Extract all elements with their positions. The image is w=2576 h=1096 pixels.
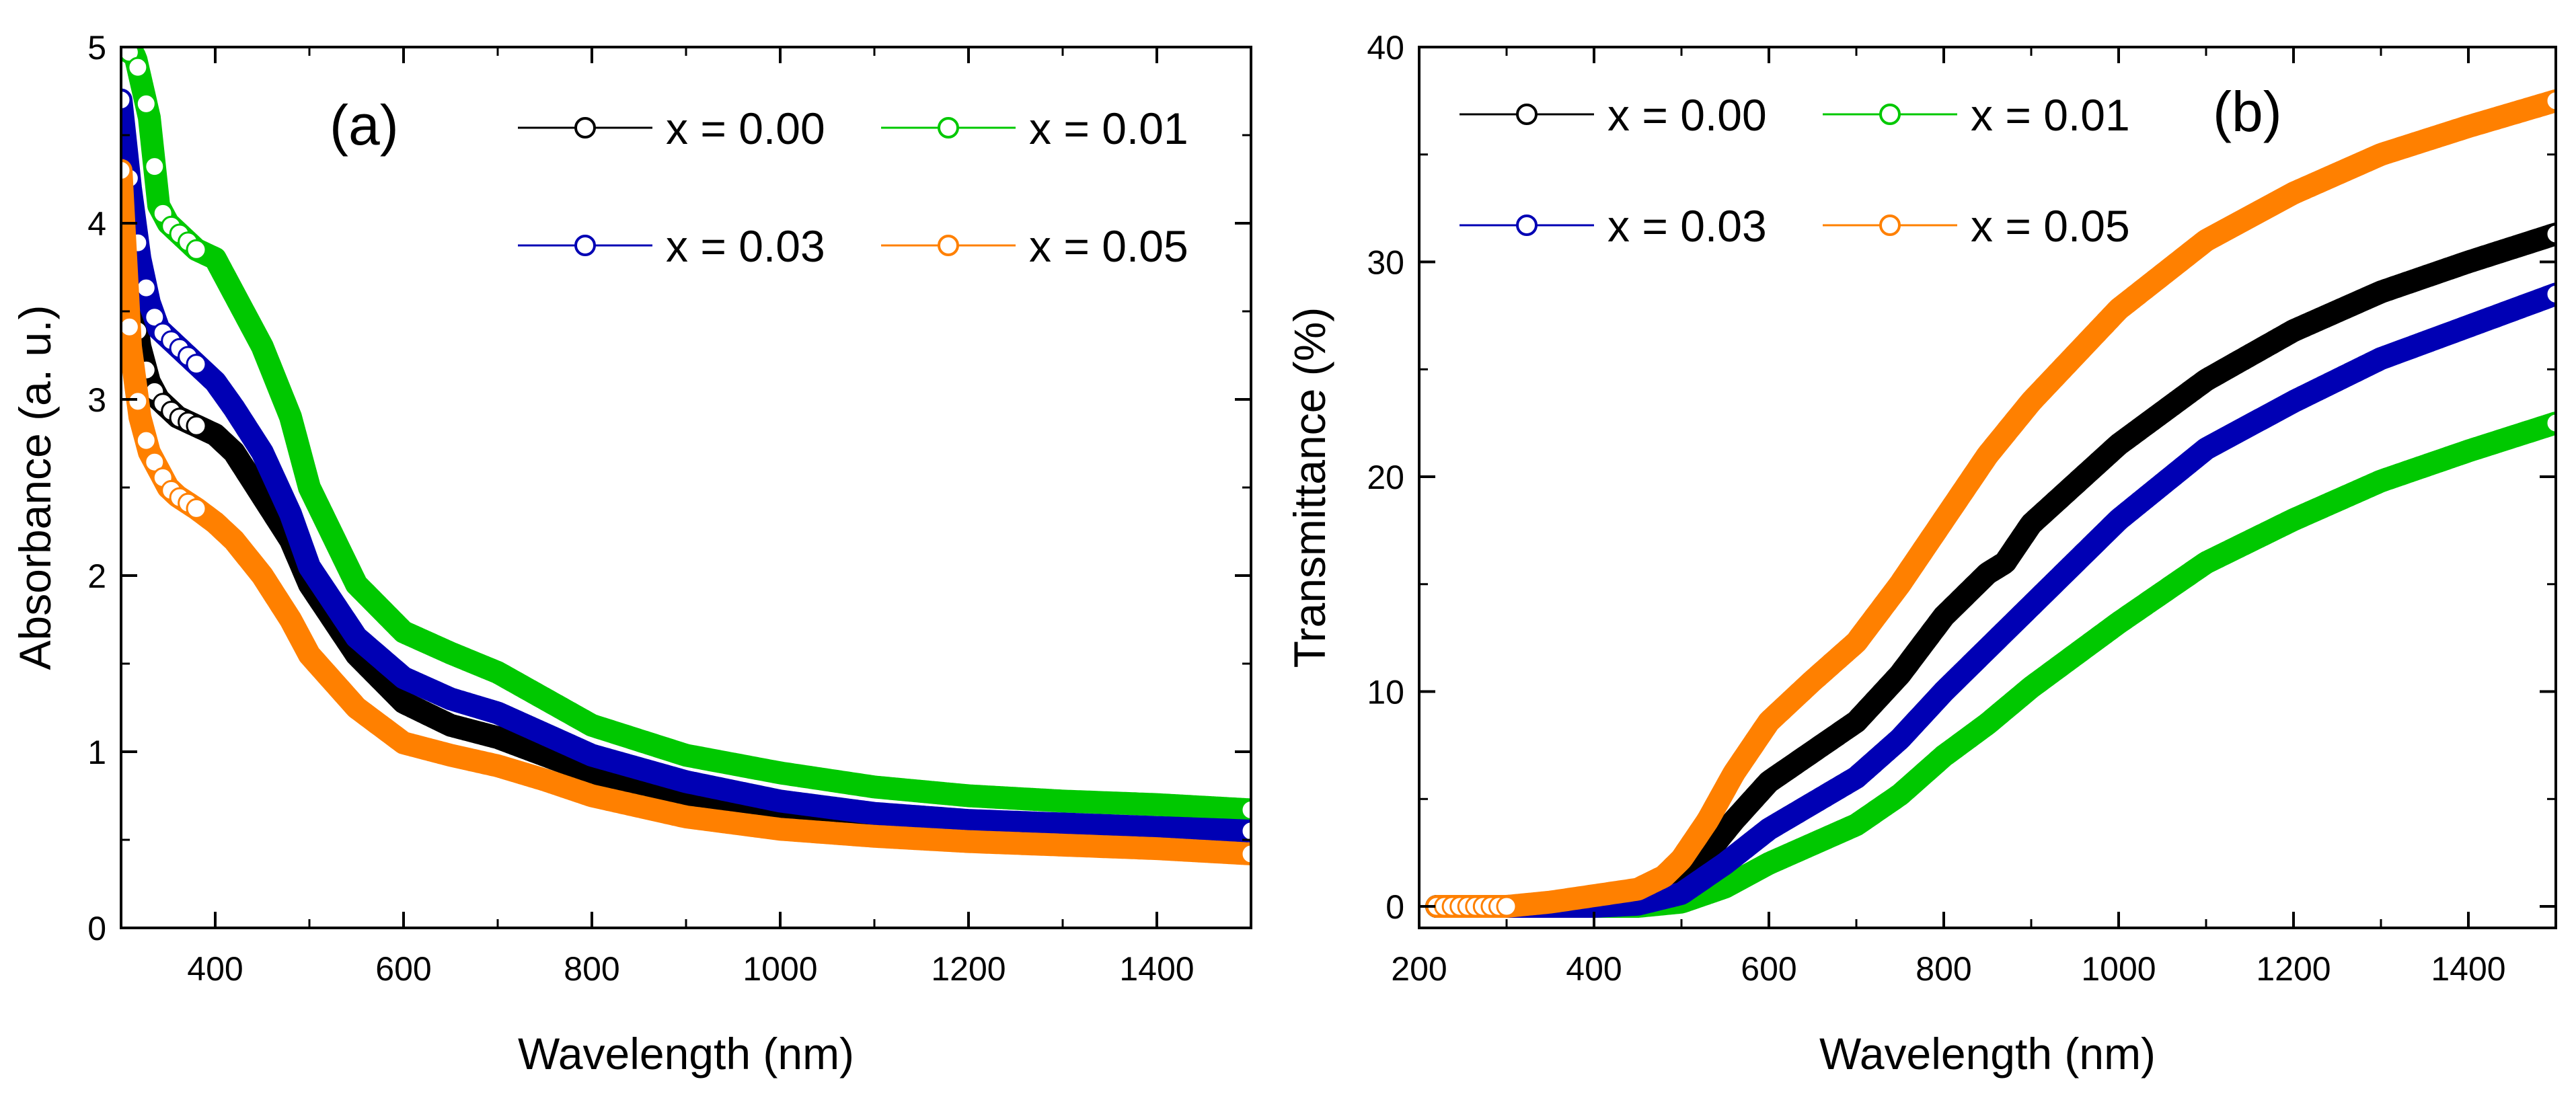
- panel-a-series-x003: [121, 88, 1251, 843]
- series-marker: [186, 354, 207, 375]
- x-tick-label: 400: [1566, 950, 1622, 988]
- series-end-marker: [2545, 412, 2556, 434]
- legend-marker: [938, 117, 959, 139]
- panel-b-plot-frame: [1418, 46, 2557, 929]
- legend-item-x001: x = 0.01: [881, 104, 1188, 153]
- series-marker: [144, 156, 165, 178]
- legend-label: x = 0.00: [666, 104, 825, 153]
- y-tick-label: 10: [1367, 674, 1404, 711]
- panel-a-y-axis-label: Absorbance (a. u.): [10, 305, 60, 670]
- legend-marker: [938, 235, 959, 256]
- x-tick-label: 1000: [743, 950, 817, 988]
- x-tick-label: 1200: [2256, 950, 2331, 988]
- legend-item-x001: x = 0.01: [1823, 90, 2130, 140]
- legend-item-x005: x = 0.05: [881, 221, 1188, 271]
- series-line: [1425, 223, 2556, 918]
- y-tick-label: 20: [1367, 459, 1404, 496]
- panel-a-series-x005: [121, 159, 1251, 865]
- panel-b-series-x005: [1425, 89, 2556, 918]
- series-end-marker: [2545, 90, 2556, 112]
- x-tick-label: 1400: [2431, 950, 2505, 988]
- panel-b-transmittance-chart: 200 400 600 800 1000 1200 1400 0 10 20 30 40 (b) Wa…: [1285, 29, 2557, 1079]
- legend-label: x = 0.01: [1971, 90, 2130, 140]
- x-tick-label: 400: [187, 950, 243, 988]
- series-marker: [121, 159, 132, 181]
- series-marker: [186, 239, 207, 260]
- x-tick-label: 1000: [2081, 950, 2156, 988]
- x-tick-label: 1200: [931, 950, 1006, 988]
- legend-item-x000: x = 0.00: [518, 104, 825, 153]
- series-marker: [127, 56, 149, 78]
- y-tick-label: 5: [87, 29, 106, 67]
- panel-a-x-axis-label: Wavelength (nm): [518, 1029, 854, 1079]
- series-marker: [186, 498, 207, 519]
- panel-b-series-x000: [1425, 223, 2556, 918]
- series-end-marker: [2545, 283, 2556, 305]
- panel-b-legend: x = 0.00 x = 0.01 x = 0.03 x = 0.05: [1460, 90, 2130, 251]
- legend-marker: [1879, 104, 1901, 125]
- y-tick-label: 2: [87, 557, 106, 595]
- legend-item-x005: x = 0.05: [1823, 201, 2130, 251]
- panel-b-x-axis-label: Wavelength (nm): [1819, 1029, 2156, 1079]
- panel-a-ticks: 400 600 800 1000 1200 1400 0 1 2 3 4 5: [87, 29, 1252, 988]
- panel-a-tag: (a): [330, 93, 399, 157]
- x-tick-label: 800: [1916, 950, 1971, 988]
- y-tick-label: 1: [87, 734, 106, 771]
- y-tick-label: 0: [87, 910, 106, 947]
- legend-label: x = 0.05: [1971, 201, 2130, 251]
- legend-marker: [574, 235, 596, 256]
- series-marker: [121, 89, 132, 111]
- panel-b-ticks: 200 400 600 800 1000 1200 1400 0 10 20 30 40: [1367, 29, 2557, 988]
- series-marker: [186, 415, 207, 436]
- y-tick-label: 0: [1386, 888, 1404, 926]
- legend-marker: [574, 117, 596, 139]
- legend-label: x = 0.05: [1029, 221, 1188, 271]
- legend-label: x = 0.00: [1607, 90, 1767, 140]
- legend-label: x = 0.03: [1607, 201, 1767, 251]
- series-line: [1425, 282, 2556, 918]
- legend-item-x000: x = 0.00: [1460, 90, 1767, 140]
- panel-a-legend: x = 0.00 x = 0.01 x = 0.03 x = 0.05: [518, 104, 1188, 271]
- y-tick-label: 3: [87, 381, 106, 419]
- x-tick-label: 1400: [1119, 950, 1194, 988]
- series-end-marker: [2545, 223, 2556, 245]
- x-tick-label: 600: [375, 950, 431, 988]
- series-marker: [135, 93, 157, 114]
- x-tick-label: 800: [564, 950, 619, 988]
- series-line: [1425, 89, 2556, 918]
- legend-label: x = 0.01: [1029, 104, 1188, 153]
- legend-marker: [1879, 214, 1901, 236]
- series-marker: [121, 316, 140, 338]
- panel-b-series-x001: [1425, 412, 2556, 918]
- panel-b-y-axis-label: Transmittance (%): [1285, 307, 1334, 668]
- legend-item-x003: x = 0.03: [1460, 201, 1767, 251]
- legend-item-x003: x = 0.03: [518, 221, 825, 271]
- panel-a-series-group: [121, 47, 1251, 865]
- legend-marker: [1516, 214, 1538, 236]
- x-tick-label: 200: [1391, 950, 1447, 988]
- y-tick-label: 4: [87, 205, 106, 243]
- series-marker: [135, 430, 157, 451]
- series-end-marker: [1240, 820, 1251, 842]
- legend-marker: [1516, 104, 1538, 125]
- series-marker: [1496, 896, 1517, 917]
- panel-b-series-x003: [1425, 282, 2556, 918]
- y-tick-label: 30: [1367, 244, 1404, 282]
- x-tick-label: 600: [1741, 950, 1796, 988]
- legend-label: x = 0.03: [666, 221, 825, 271]
- panel-a-absorbance-chart: 400 600 800 1000 1200 1400 0 1 2 3 4 5 (a) Waveleng…: [10, 29, 1252, 1079]
- series-end-marker: [1240, 843, 1251, 865]
- panel-b-tag: (b): [2213, 80, 2282, 143]
- panel-b-series-group: [1425, 89, 2556, 918]
- series-line: [121, 88, 1251, 843]
- series-line: [121, 159, 1251, 865]
- series-marker: [127, 391, 149, 412]
- series-line: [1425, 412, 2556, 918]
- series-end-marker: [1240, 799, 1251, 820]
- series-marker: [135, 277, 157, 299]
- series-line: [121, 47, 1251, 822]
- y-tick-label: 40: [1367, 29, 1404, 67]
- panel-a-series-x001: [121, 47, 1251, 822]
